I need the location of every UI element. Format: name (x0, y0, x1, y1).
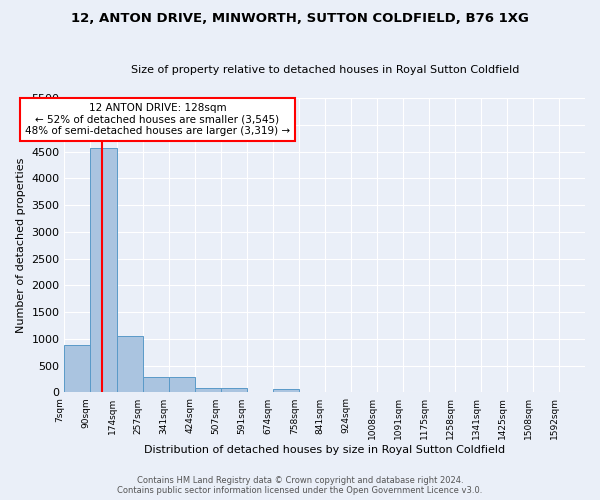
Bar (64, 346, 91, 393)
Bar (143, 377, 169, 392)
X-axis label: Distribution of detached houses by size in Royal Sutton Coldfield: Distribution of detached houses by size … (144, 445, 505, 455)
Bar (91, 148, 116, 392)
Text: 12, ANTON DRIVE, MINWORTH, SUTTON COLDFIELD, B76 1XG: 12, ANTON DRIVE, MINWORTH, SUTTON COLDFI… (71, 12, 529, 26)
Bar (272, 389, 299, 392)
Bar (169, 377, 194, 392)
Bar (194, 388, 221, 392)
Text: Contains HM Land Registry data © Crown copyright and database right 2024.
Contai: Contains HM Land Registry data © Crown c… (118, 476, 482, 495)
Title: Size of property relative to detached houses in Royal Sutton Coldfield: Size of property relative to detached ho… (131, 65, 519, 75)
Text: 12 ANTON DRIVE: 128sqm
← 52% of detached houses are smaller (3,545)
48% of semi-: 12 ANTON DRIVE: 128sqm ← 52% of detached… (25, 103, 290, 136)
Y-axis label: Number of detached properties: Number of detached properties (16, 158, 26, 333)
Bar (221, 388, 247, 392)
Bar (116, 336, 143, 392)
